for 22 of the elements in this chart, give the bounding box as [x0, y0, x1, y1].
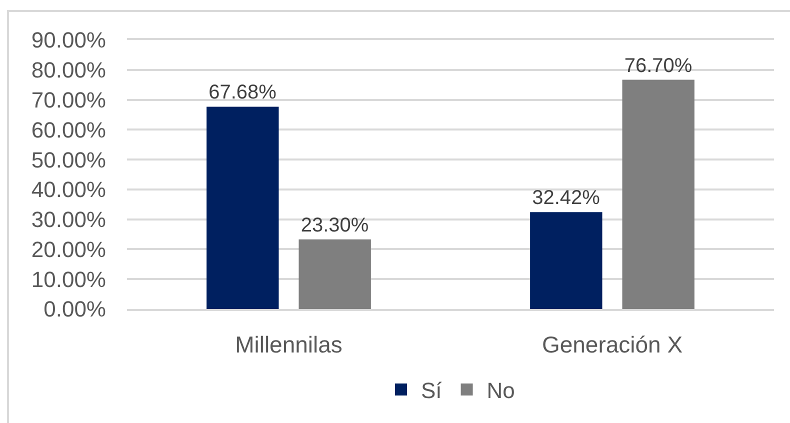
y-tick-label: 10.00%: [31, 266, 106, 292]
legend-label: Sí: [421, 378, 442, 404]
x-tick-label: Millennilas: [235, 332, 342, 358]
bar: [206, 106, 279, 309]
data-label: 76.70%: [624, 54, 692, 77]
y-tick-label: 60.00%: [31, 117, 106, 142]
y-tick-label: 80.00%: [31, 58, 106, 83]
y-tick-label: 40.00%: [31, 177, 106, 202]
y-tick-label: 50.00%: [31, 147, 106, 172]
y-tick-label: 70.00%: [31, 87, 106, 112]
y-tick-label: 30.00%: [31, 207, 106, 232]
y-tick-label: 0.00%: [44, 296, 106, 322]
data-label: 67.68%: [208, 82, 277, 104]
bar: [622, 80, 694, 309]
y-tick-label: 20.00%: [31, 236, 106, 262]
legend-label: No: [486, 378, 515, 404]
data-label: 32.42%: [532, 187, 600, 210]
data-label: 23.30%: [300, 214, 369, 236]
bar: [298, 239, 371, 309]
y-tick-label: 90.00%: [31, 28, 106, 53]
x-tick-label: Generación X: [542, 332, 683, 358]
bar: [530, 212, 602, 309]
